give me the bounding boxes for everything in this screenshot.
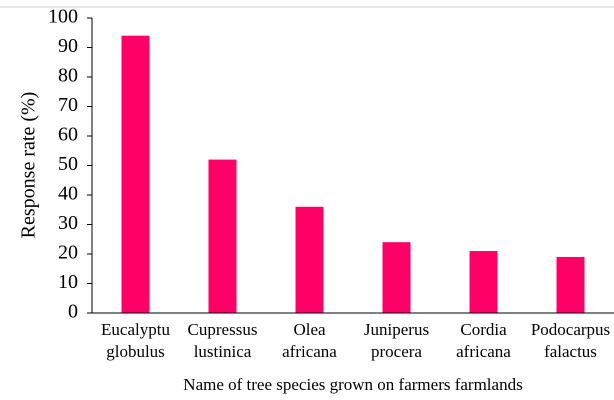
bar	[382, 242, 411, 313]
y-tick-label: 30	[58, 212, 78, 234]
x-tick-label: Juniperus procera	[364, 320, 429, 361]
bar	[556, 256, 585, 313]
bar	[469, 251, 498, 313]
x-tick-label: Cupressus lustinica	[188, 320, 258, 361]
y-tick-label: 90	[58, 35, 78, 57]
x-tick-label: Cordia africana	[456, 320, 511, 361]
y-tick-label: 0	[68, 301, 78, 323]
y-tick-label: 80	[58, 65, 78, 87]
x-tick-label: Eucalyptu globulus	[101, 320, 170, 361]
y-tick-label: 50	[58, 153, 78, 175]
y-tick-label: 20	[58, 242, 78, 264]
bar	[121, 35, 150, 313]
y-tick-label: 100	[48, 6, 78, 28]
bar	[208, 159, 237, 313]
y-tick-label: 70	[58, 94, 78, 116]
x-tick-label: Podocarpus falactus	[531, 320, 610, 361]
x-axis-title: Name of tree species grown on farmers fa…	[183, 375, 522, 394]
y-tick-label: 10	[58, 271, 78, 293]
y-tick-label: 40	[58, 183, 78, 205]
bar	[295, 206, 324, 313]
y-axis-title: Response rate (%)	[18, 92, 40, 239]
y-tick-label: 60	[58, 124, 78, 146]
x-tick-label: Olea africana	[282, 320, 337, 361]
